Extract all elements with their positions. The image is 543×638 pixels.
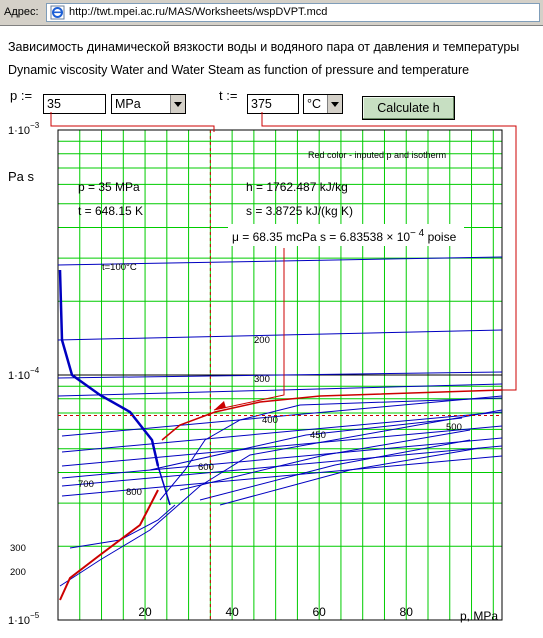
isotherm-label: 200 — [10, 567, 26, 578]
saturation-curve — [58, 269, 160, 467]
isotherm-curve — [59, 409, 503, 587]
t-label: t := — [219, 88, 238, 103]
result-viscosity: μ = 68.35 mcPa s = 6.83538 × 10− 4 poise — [228, 224, 465, 246]
isotherm-label: 700 — [78, 479, 94, 490]
x-tick-label: 40 — [225, 605, 239, 619]
result-p: p = 35 MPa — [78, 180, 140, 194]
arrow-head — [214, 401, 226, 410]
ie-page-icon — [50, 5, 65, 20]
chart-labels: 1·10−3 1·10−4 1·10−5 Pa s 20 40 60 80 p, MPa t=10… — [8, 121, 498, 627]
chevron-down-icon — [170, 95, 185, 113]
address-label: Адрес: — [4, 6, 39, 18]
temperature-unit-value: °C — [307, 97, 322, 111]
chart-frame — [57, 129, 503, 621]
isotherm-curve — [57, 383, 503, 397]
title-russian: Зависимость динамической вязкости воды и… — [8, 40, 520, 54]
p-label: p := — [10, 88, 33, 103]
highlight-isotherm — [59, 489, 159, 601]
isotherm-label: 500 — [446, 422, 462, 433]
temperature-input[interactable]: 375 — [247, 94, 299, 114]
isotherm-curve — [179, 429, 471, 491]
legend-note: Red color - inputed p and isotherm — [308, 150, 447, 160]
isotherm-curve — [57, 329, 503, 341]
isotherm-label: 400 — [262, 415, 278, 426]
isotherm-label: 600 — [198, 462, 214, 473]
y-tick-label: 1·10−4 — [8, 366, 40, 382]
isotherm-label: 300 — [10, 543, 26, 554]
chevron-down-icon — [327, 95, 342, 113]
isotherm-curve — [61, 437, 503, 479]
isotherm-curve — [57, 256, 503, 266]
viscosity-connector — [213, 248, 285, 411]
y-tick-exponent: −3 — [30, 121, 40, 130]
input-connector — [261, 112, 517, 391]
isotherm-curve — [61, 445, 503, 487]
isotherm-label: 800 — [126, 487, 142, 498]
isotherm-curve — [149, 417, 463, 471]
isotherm-curve — [61, 455, 503, 497]
temperature-unit-select[interactable]: °C — [303, 94, 343, 114]
y-tick-exponent: −4 — [30, 366, 40, 375]
isotherm-curve — [69, 504, 176, 549]
x-tick-label: 80 — [400, 605, 414, 619]
isotherm-curve — [199, 439, 471, 501]
input-connector — [50, 112, 215, 132]
x-axis-label: p, MPa — [460, 609, 498, 623]
isotherm-curve — [159, 397, 503, 501]
saturation-curve — [157, 465, 171, 506]
isotherm-curve — [61, 425, 503, 467]
isotherm-curve — [57, 371, 503, 379]
pressure-unit-value: MPa — [115, 97, 141, 111]
url-text: http://twt.mpei.ac.ru/MAS/Worksheets/wsp… — [69, 6, 328, 18]
isotherm-curve — [61, 411, 503, 453]
isotherm-curve — [61, 395, 503, 437]
isotherm-label: 300 — [254, 374, 270, 385]
calculate-h-button[interactable]: Calculate h — [362, 96, 455, 120]
pressure-unit-select[interactable]: MPa — [111, 94, 186, 114]
highlight-curves — [50, 112, 517, 620]
url-field[interactable]: http://twt.mpei.ac.ru/MAS/Worksheets/wsp… — [46, 3, 540, 22]
y-tick-label: 1·10−5 — [8, 611, 40, 627]
address-bar: Адрес: http://twt.mpei.ac.ru/MAS/Workshe… — [0, 0, 543, 26]
isotherm-label: 450 — [310, 430, 326, 441]
y-axis-label: Pa s — [8, 169, 35, 184]
result-t: t = 648.15 K — [78, 204, 144, 218]
isotherm-curves — [57, 256, 503, 587]
isotherm-label: 200 — [254, 335, 270, 346]
x-tick-label: 60 — [312, 605, 326, 619]
x-tick-label: 20 — [138, 605, 152, 619]
isotherm-curve — [219, 447, 481, 506]
result-viscosity-value: μ = 68.35 mcPa s = 6.83538 × 10 — [232, 230, 411, 244]
pressure-input[interactable]: 35 — [43, 94, 106, 114]
result-s: s = 3.8725 kJ/(kg K) — [246, 204, 354, 218]
y-tick-label: 1·10−3 — [8, 121, 40, 137]
result-h: h = 1762.487 kJ/kg — [246, 180, 348, 194]
isotherm-label: t=100°C — [102, 262, 137, 273]
result-viscosity-unit: poise — [427, 230, 457, 244]
highlight-isotherm — [161, 389, 503, 441]
title-english: Dynamic viscosity Water and Water Steam … — [8, 63, 470, 77]
result-viscosity-exp: − 4 — [410, 228, 425, 239]
y-tick-exponent: −5 — [30, 611, 40, 620]
